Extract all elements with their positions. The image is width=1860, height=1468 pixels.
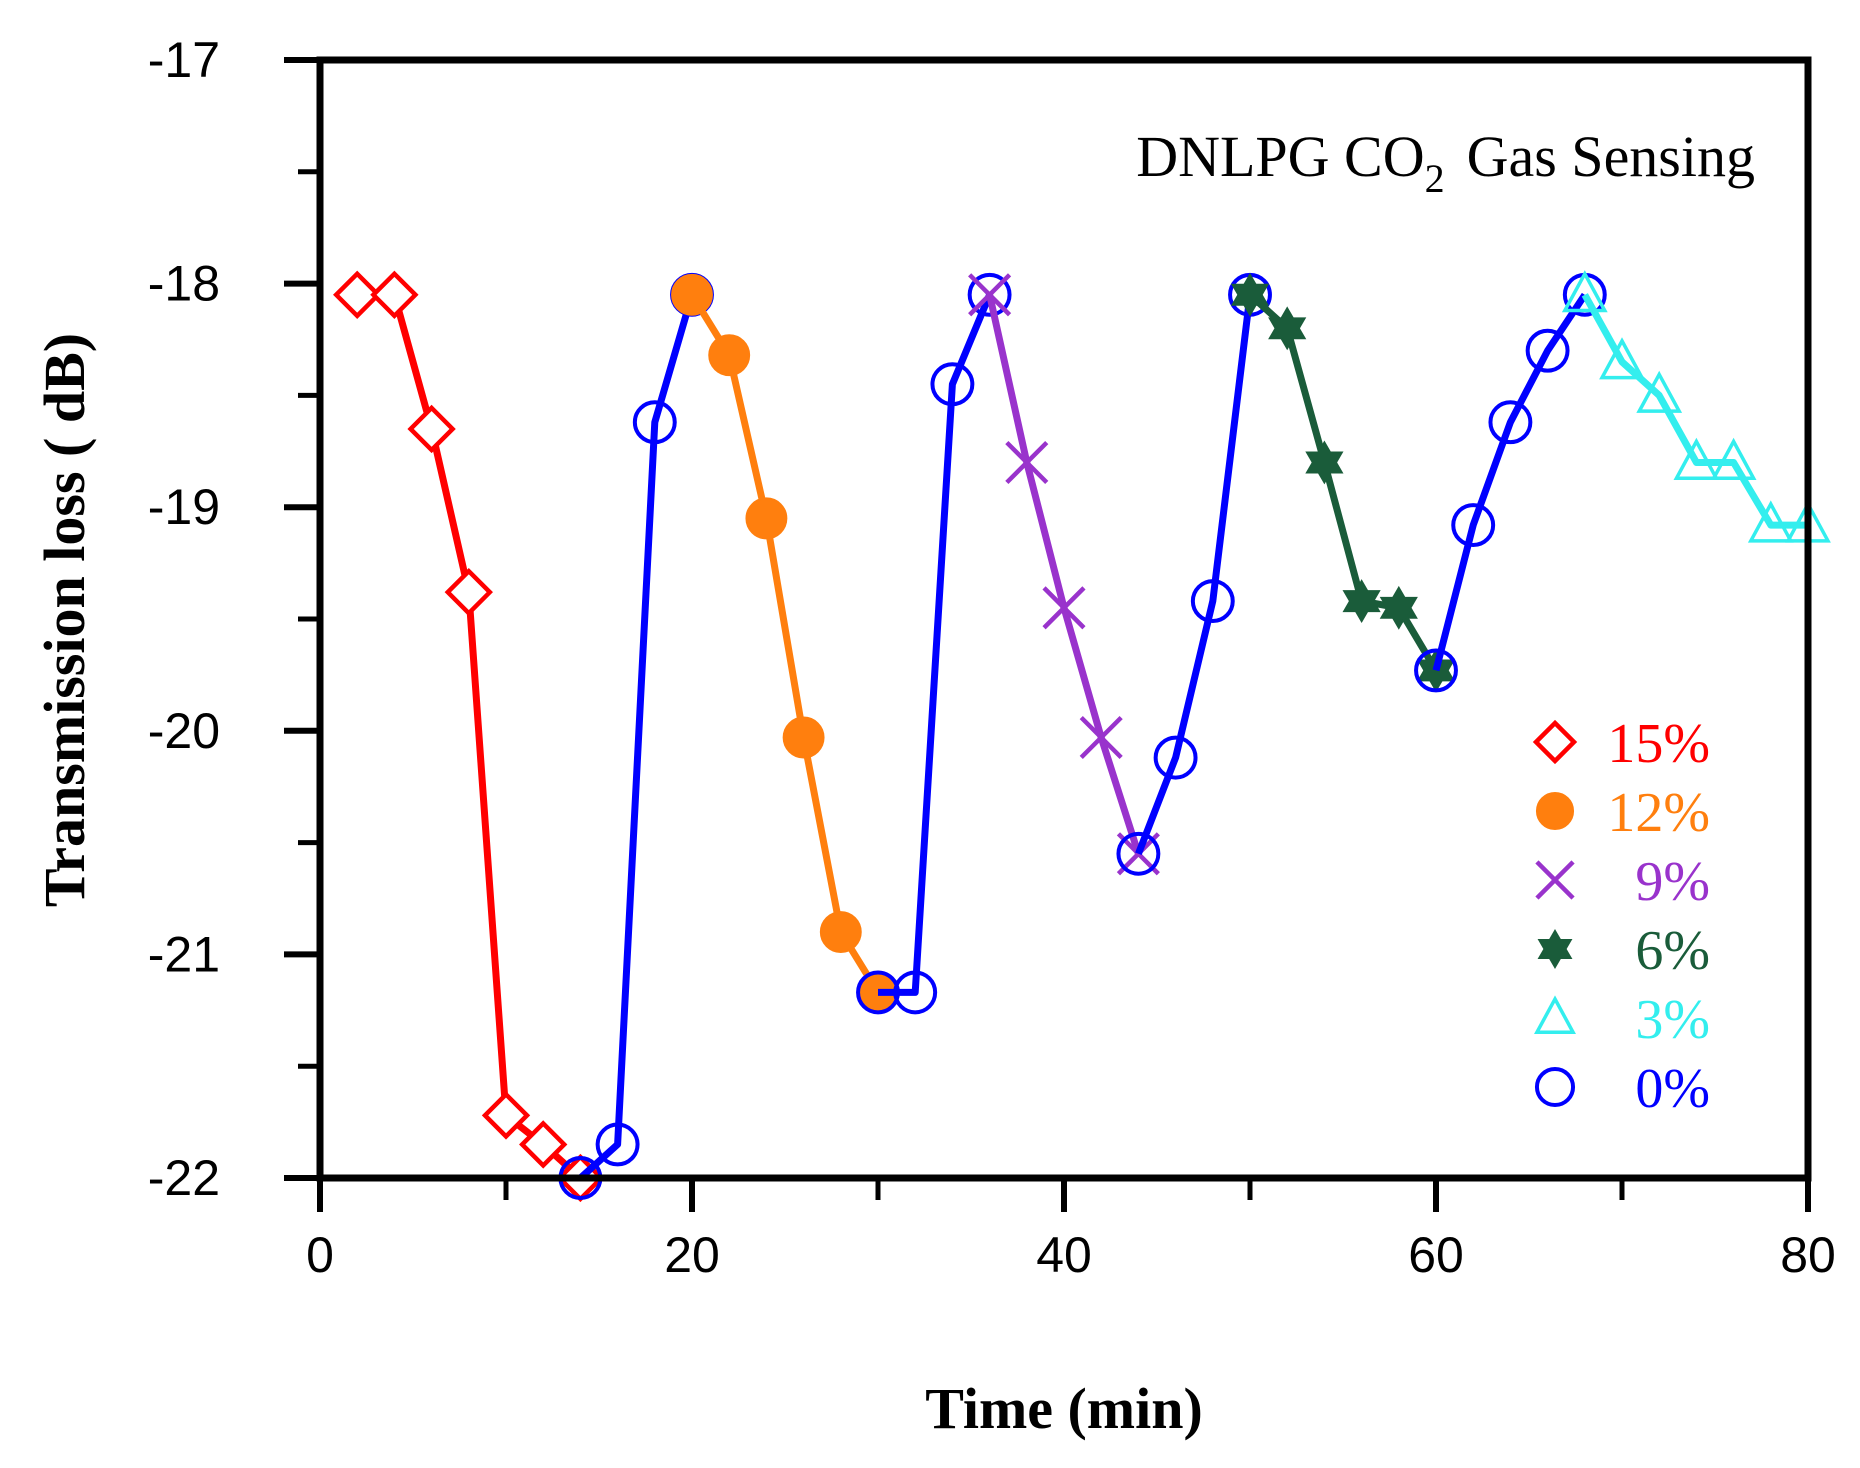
series-line (357, 291, 583, 1181)
series-line (878, 293, 993, 996)
legend-item: 12% (1535, 782, 1710, 844)
data-point (1414, 648, 1458, 693)
series-3pct-segment (1561, 270, 1831, 543)
data-point (333, 270, 382, 319)
data-point (1488, 400, 1533, 445)
series-15pct-segment (333, 270, 605, 1203)
data-point (519, 1120, 568, 1169)
data-point (967, 272, 1012, 317)
data-point (968, 273, 1012, 317)
x-tick-label: 60 (1408, 1227, 1464, 1283)
data-point (481, 1091, 531, 1140)
data-point (1190, 579, 1235, 624)
plot-frame (316, 56, 1812, 1182)
data-point (1599, 337, 1645, 380)
legend-marker (1537, 938, 1573, 970)
x-tick-label: 20 (664, 1227, 720, 1283)
data-point (1342, 590, 1381, 624)
x-axis-title: Time (min) (925, 1376, 1203, 1441)
data-point (930, 362, 975, 407)
data-point (856, 970, 900, 1015)
data-point (1747, 500, 1794, 543)
data-point (1636, 370, 1683, 413)
data-point (745, 497, 788, 540)
legend-item: 3% (1534, 989, 1710, 1051)
series-line (986, 294, 1142, 855)
data-point (819, 911, 862, 953)
data-point (1525, 328, 1570, 373)
data-point (632, 400, 677, 445)
series-0pct-segment (1116, 272, 1272, 876)
data-point (1230, 283, 1270, 317)
legend-label: 12% (1607, 782, 1710, 844)
series-0pct-segment (1414, 272, 1607, 693)
legend-label: 0% (1635, 1058, 1710, 1120)
data-point (1561, 270, 1608, 313)
data-point (1079, 715, 1123, 760)
data-point (1451, 503, 1496, 548)
legend-marker (1534, 1066, 1576, 1108)
series-line (689, 292, 881, 995)
series-6pct-segment (1230, 272, 1456, 693)
axis-ticks: 0 20 40 60 80 -17 -18 -19 -20 -21 -22 (148, 32, 1836, 1283)
data-point (1562, 272, 1607, 317)
data-point (671, 273, 713, 316)
legend-item: 9% (1535, 851, 1710, 913)
legend-item: 15% (1532, 713, 1710, 775)
data-point (1042, 586, 1086, 630)
y-tick-label: -19 (148, 479, 220, 535)
x-tick-label: 80 (1780, 1227, 1836, 1283)
series-9pct-segment (968, 273, 1160, 876)
y-tick-label: -18 (148, 256, 220, 312)
legend-marker (1535, 791, 1575, 831)
series-0pct-segment (558, 272, 714, 1200)
data-point (1005, 440, 1049, 485)
data-point (1379, 596, 1418, 630)
data-point (1116, 831, 1161, 876)
data-series (333, 270, 1831, 1203)
legend-marker (1532, 719, 1578, 765)
data-point (1305, 451, 1344, 485)
data-point (893, 970, 938, 1015)
data-point (782, 716, 825, 759)
series-12pct-segment (671, 273, 899, 1014)
series-0pct-segment (856, 272, 1012, 1015)
data-point (1268, 317, 1307, 351)
legend: 15% 12% 9% 6% 3% 0% (1532, 713, 1710, 1120)
x-tick-label: 40 (1036, 1227, 1092, 1283)
legend-label: 3% (1635, 989, 1710, 1051)
y-tick-label: -17 (148, 32, 220, 88)
y-axis-title: Transmission loss ( dB) (32, 333, 97, 907)
legend-marker (1534, 995, 1576, 1034)
data-point (444, 567, 493, 617)
data-point (595, 1122, 640, 1167)
x-tick-label: 0 (306, 1227, 334, 1283)
y-tick-label: -21 (148, 926, 220, 982)
legend-item: 6% (1537, 920, 1710, 982)
legend-label: 6% (1635, 920, 1710, 982)
data-point (1673, 437, 1720, 480)
series-line (1432, 292, 1588, 672)
chart-title-subscript: 2 (1425, 156, 1445, 201)
series-line (578, 293, 696, 1181)
data-point (708, 334, 751, 377)
y-tick-label: -22 (148, 1150, 220, 1206)
series-line (1135, 294, 1254, 856)
chart-title-main: DNLPG CO (1136, 124, 1424, 189)
series-line (1581, 293, 1808, 529)
chart-title-suffix: Gas Sensing (1467, 124, 1755, 189)
legend-item: 0% (1534, 1058, 1710, 1120)
data-point (370, 270, 419, 319)
chart-title: DNLPG CO2 Gas Sensing (1136, 124, 1755, 201)
legend-label: 9% (1635, 851, 1710, 913)
data-point (407, 404, 456, 454)
data-point (1153, 735, 1198, 780)
legend-marker (1535, 860, 1575, 900)
data-point (1710, 437, 1757, 480)
legend-label: 15% (1607, 713, 1710, 775)
y-tick-label: -20 (148, 703, 220, 759)
